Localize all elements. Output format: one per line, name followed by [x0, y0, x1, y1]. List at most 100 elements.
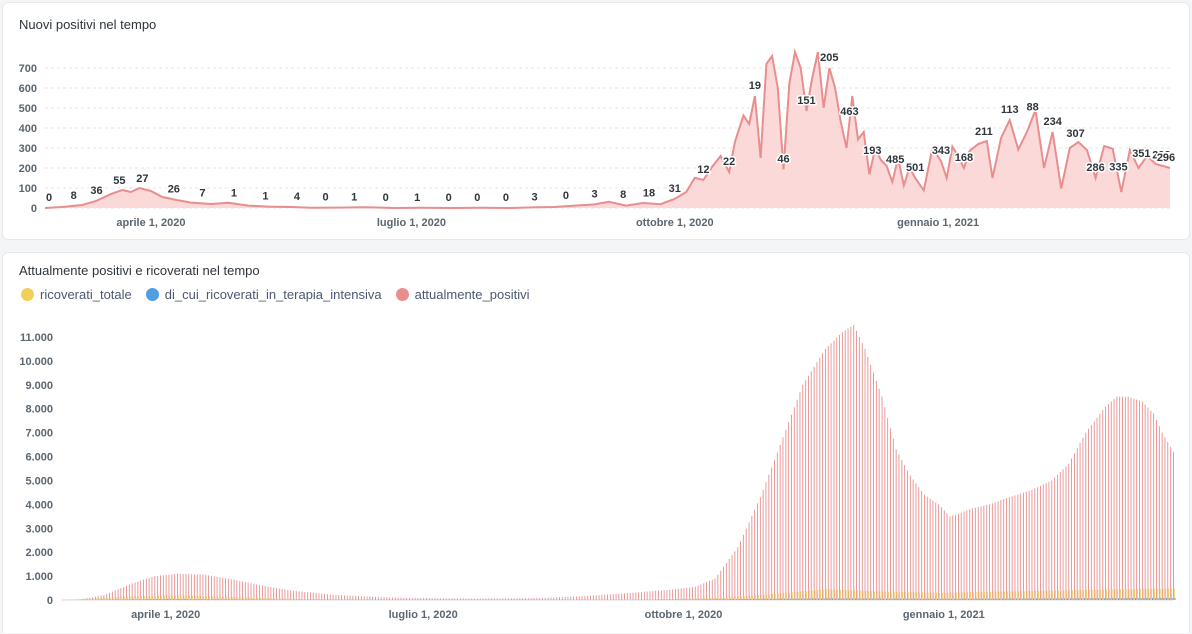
bar-terapia_intensiva	[988, 599, 989, 600]
bar-terapia_intensiva	[227, 599, 228, 600]
bar-terapia_intensiva	[184, 599, 185, 600]
bar-attualmente_positivi	[740, 541, 741, 600]
bar-ricoverati_totale	[226, 597, 227, 600]
bar-attualmente_positivi	[375, 597, 376, 600]
bar-ricoverati_totale	[698, 598, 699, 600]
bar-ricoverati_totale	[659, 599, 660, 600]
data-label: 351	[1132, 148, 1150, 160]
bar-attualmente_positivi	[296, 591, 297, 600]
x-tick-label: gennaio 1, 2021	[897, 217, 979, 229]
bar-attualmente_positivi	[1000, 500, 1001, 600]
bar-ricoverati_totale	[998, 592, 999, 600]
bar-ricoverati_totale	[1126, 589, 1127, 600]
bar-terapia_intensiva	[691, 600, 692, 601]
y-tick-label: 500	[19, 103, 37, 115]
bar-attualmente_positivi	[808, 376, 809, 600]
bar-terapia_intensiva	[1172, 598, 1173, 600]
bar-terapia_intensiva	[923, 599, 924, 600]
bar-attualmente_positivi	[211, 576, 212, 600]
data-label: 286	[1086, 162, 1104, 174]
bar-ricoverati_totale	[1097, 590, 1098, 600]
bar-terapia_intensiva	[1005, 599, 1006, 600]
bar-ricoverati_totale	[277, 598, 278, 600]
bar-attualmente_positivi	[89, 598, 90, 600]
bar-terapia_intensiva	[1076, 598, 1077, 600]
bar-attualmente_positivi	[522, 598, 523, 600]
bar-attualmente_positivi	[802, 385, 803, 600]
bar-attualmente_positivi	[403, 598, 404, 600]
bar-terapia_intensiva	[1175, 598, 1176, 600]
bar-ricoverati_totale	[738, 597, 739, 600]
bar-attualmente_positivi	[1139, 401, 1140, 601]
bar-ricoverati_totale	[897, 592, 898, 600]
bar-terapia_intensiva	[1070, 598, 1071, 600]
bar-terapia_intensiva	[1084, 598, 1085, 600]
bar-attualmente_positivi	[313, 593, 314, 600]
bar-ricoverati_totale	[848, 590, 849, 600]
bar-attualmente_positivi	[112, 592, 113, 600]
bar-attualmente_positivi	[401, 598, 402, 600]
data-label: 3	[592, 188, 598, 200]
bar-ricoverati_totale	[234, 597, 235, 600]
bar-terapia_intensiva	[719, 599, 720, 600]
bar-ricoverati_totale	[829, 589, 830, 600]
bar-attualmente_positivi	[463, 598, 464, 600]
bar-ricoverati_totale	[653, 600, 654, 601]
bar-attualmente_positivi	[1136, 400, 1137, 600]
bar-terapia_intensiva	[996, 599, 997, 600]
bar-terapia_intensiva	[713, 599, 714, 600]
bar-attualmente_positivi	[712, 580, 713, 600]
bar-ricoverati_totale	[215, 597, 216, 601]
bar-terapia_intensiva	[201, 599, 202, 600]
bar-ricoverati_totale	[271, 598, 272, 600]
bar-attualmente_positivi	[440, 598, 441, 600]
bar-attualmente_positivi	[828, 346, 829, 600]
bar-ricoverati_totale	[302, 599, 303, 600]
bar-attualmente_positivi	[978, 507, 979, 600]
bar-terapia_intensiva	[196, 599, 197, 600]
bar-ricoverati_totale	[348, 599, 349, 600]
bar-ricoverati_totale	[294, 599, 295, 600]
bar-ricoverati_totale	[665, 599, 666, 600]
bar-terapia_intensiva	[150, 599, 151, 600]
bar-attualmente_positivi	[429, 598, 430, 600]
bar-attualmente_positivi	[1094, 421, 1095, 600]
bar-ricoverati_totale	[1041, 591, 1042, 600]
bar-attualmente_positivi	[1077, 448, 1078, 600]
bar-ricoverati_totale	[648, 600, 649, 601]
bar-attualmente_positivi	[814, 367, 815, 600]
bar-ricoverati_totale	[718, 598, 719, 600]
bar-attualmente_positivi	[1023, 493, 1024, 600]
bar-ricoverati_totale	[834, 590, 835, 600]
bar-attualmente_positivi	[1063, 469, 1064, 600]
bar-ricoverati_totale	[339, 599, 340, 600]
bar-attualmente_positivi	[276, 588, 277, 600]
bar-ricoverati_totale	[285, 599, 286, 601]
bar-ricoverati_totale	[806, 591, 807, 600]
bar-terapia_intensiva	[982, 599, 983, 600]
bar-terapia_intensiva	[702, 599, 703, 600]
bar-ricoverati_totale	[167, 596, 168, 601]
bar-attualmente_positivi	[958, 514, 959, 600]
bar-terapia_intensiva	[1152, 598, 1153, 600]
data-label: 46	[777, 153, 789, 165]
bar-ricoverati_totale	[789, 593, 790, 601]
bar-attualmente_positivi	[941, 507, 942, 600]
bar-attualmente_positivi	[757, 503, 758, 600]
bar-ricoverati_totale	[127, 597, 128, 600]
x-tick-label: aprile 1, 2020	[131, 609, 200, 621]
bar-ricoverati_totale	[809, 591, 810, 600]
bar-attualmente_positivi	[599, 595, 600, 600]
bar-ricoverati_totale	[840, 590, 841, 600]
bar-attualmente_positivi	[604, 595, 605, 600]
bar-terapia_intensiva	[889, 599, 890, 600]
bar-terapia_intensiva	[1132, 598, 1133, 600]
bar-attualmente_positivi	[882, 397, 883, 600]
bar-terapia_intensiva	[190, 599, 191, 600]
data-label: 8	[71, 190, 77, 202]
bar-attualmente_positivi	[565, 597, 566, 600]
bar-attualmente_positivi	[531, 598, 532, 600]
bar-ricoverati_totale	[1165, 589, 1166, 600]
bar-attualmente_positivi	[771, 467, 772, 600]
bar-ricoverati_totale	[254, 598, 255, 600]
